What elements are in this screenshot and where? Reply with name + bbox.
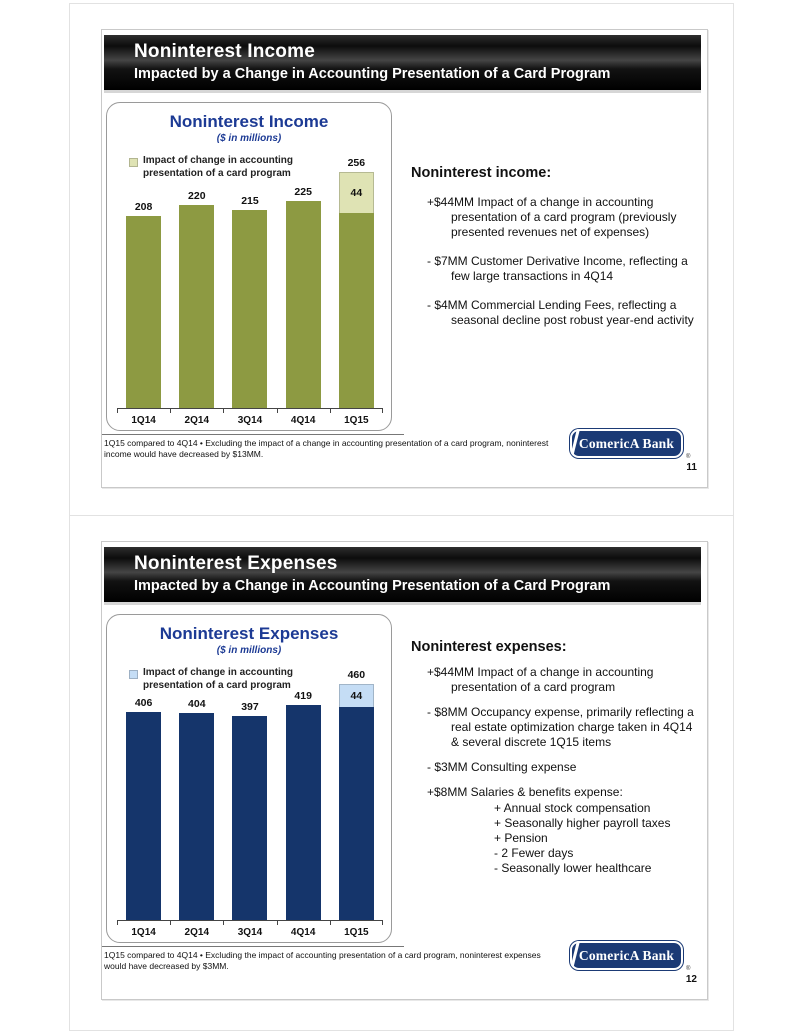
bar-segment-base [285, 705, 321, 920]
bar-segment-base [338, 212, 374, 408]
bar-segment-base [338, 706, 374, 920]
bar-2q14: 220 [170, 103, 223, 408]
x-axis-label-4q14: 4Q14 [276, 409, 330, 426]
bar-segment-base [179, 205, 215, 408]
bar-plot: 406 404 397 419 460 44 [117, 615, 383, 920]
bar-1q14: 406 [117, 615, 170, 920]
registered-trademark-icon: ® [686, 454, 691, 460]
slide-title: Noninterest Income [134, 41, 315, 62]
bar-segment-base [179, 712, 215, 920]
x-axis-label-1q14: 1Q14 [117, 921, 170, 938]
slide-noninterest-income: Noninterest Income Impacted by a Change … [101, 29, 708, 488]
x-axis-label-3q14: 3Q14 [223, 921, 276, 938]
chart-subtitle: ($ in millions) [216, 133, 282, 144]
footnote: 1Q15 compared to 4Q14 • Excluding the im… [104, 950, 541, 972]
bar-value-label: 406 [134, 696, 153, 709]
bar-1q14: 208 [117, 103, 170, 408]
x-axis-label-3q14: 3Q14 [223, 409, 276, 426]
page-2: Noninterest Expenses Impacted by a Chang… [69, 515, 734, 1031]
bar-segment-base [285, 200, 321, 408]
chart-legend: Impact of change in accounting presentat… [129, 667, 329, 692]
logo-text: ComericA Bank [578, 435, 675, 451]
chart-title: Noninterest Expenses [159, 624, 339, 643]
note-bullet: - $7MM Customer Derivative Income, refle… [427, 254, 688, 283]
note-bullet-text: +$8MM Salaries & benefits expense: [427, 785, 623, 799]
footnote-divider [102, 434, 404, 435]
page-1: Noninterest Income Impacted by a Change … [69, 3, 734, 516]
x-axis-label-4q14: 4Q14 [276, 921, 330, 938]
bar-value-label: 220 [188, 190, 206, 203]
bar-value-label: 397 [241, 701, 259, 714]
note-subitem: + Pension [494, 831, 548, 845]
page-number: 11 [686, 462, 697, 473]
note-subitems: + Annual stock compensation + Seasonally… [451, 801, 699, 876]
note-bullet: - $3MM Consulting expense [427, 760, 577, 774]
slide-header: Noninterest Income Impacted by a Change … [104, 35, 701, 93]
bar-segment-base [232, 716, 268, 920]
notes-column: Noninterest expenses: +$44MM Impact of a… [411, 639, 699, 886]
note-bullet: +$44MM Impact of a change in accounting … [427, 665, 654, 694]
chart-panel-income: Noninterest Income ($ in millions) Impac… [106, 102, 392, 431]
legend-label: Impact of change in accounting presentat… [143, 155, 294, 179]
bar-value-label: 225 [294, 185, 312, 198]
bar-value-label: 460 [347, 669, 366, 682]
page-number: 12 [685, 974, 697, 985]
bar-segment-card-program: 44 [338, 172, 374, 213]
notes-heading: Noninterest expenses: [411, 639, 567, 655]
slide-noninterest-expenses: Noninterest Expenses Impacted by a Chang… [101, 541, 708, 1000]
bar-3q14: 215 [223, 103, 276, 408]
footnote-divider [102, 946, 404, 947]
logo-text: ComericA Bank [578, 947, 675, 963]
bar-segment-base [126, 711, 162, 920]
bar-value-label: 419 [294, 690, 312, 703]
note-bullet: +$8MM Salaries & benefits expense: + Ann… [411, 785, 699, 876]
x-axis-label-2q14: 2Q14 [170, 409, 223, 426]
note-bullet: - $4MM Commercial Lending Fees, reflecti… [427, 298, 694, 327]
note-bullet: +$44MM Impact of a change in accounting … [427, 195, 677, 239]
x-axis-label-1q15: 1Q15 [329, 409, 383, 426]
bar-value-label: 404 [188, 697, 206, 710]
note-subitem: - 2 Fewer days [494, 846, 574, 860]
bar-1q15: 256 44 [330, 103, 383, 408]
bar-segment-base [126, 216, 162, 408]
footnote: 1Q15 compared to 4Q14 • Excluding the im… [104, 438, 549, 460]
chart-title: Noninterest Income [169, 112, 329, 131]
x-axis-label-1q14: 1Q14 [117, 409, 170, 426]
x-axis-label-1q15: 1Q15 [329, 921, 383, 938]
registered-trademark-icon: ® [686, 966, 691, 972]
bar-value-label: 208 [134, 201, 153, 214]
note-bullet: - $8MM Occupancy expense, primarily refl… [427, 705, 694, 749]
bar-segment-card-program: 44 [338, 684, 374, 707]
slide-header: Noninterest Expenses Impacted by a Chang… [104, 547, 701, 605]
x-axis: 1Q14 2Q14 3Q14 4Q14 1Q15 [117, 408, 383, 426]
chart-panel-expenses: Noninterest Expenses ($ in millions) Imp… [106, 614, 392, 943]
bar-value-label: 256 [347, 157, 366, 169]
legend-swatch-icon [129, 158, 138, 167]
bar-1q15: 460 44 [330, 615, 383, 920]
bar-3q14: 397 [223, 615, 276, 920]
slide-subtitle: Impacted by a Change in Accounting Prese… [134, 578, 611, 594]
slide-title: Noninterest Expenses [134, 553, 338, 574]
x-axis-label-2q14: 2Q14 [170, 921, 223, 938]
note-subitem: + Seasonally higher payroll taxes [494, 816, 671, 830]
note-subitem: - Seasonally lower healthcare [494, 861, 652, 875]
bar-value-label: 215 [241, 194, 259, 207]
notes-column: Noninterest income: +$44MM Impact of a c… [411, 165, 699, 342]
bar-4q14: 419 [277, 615, 330, 920]
chart-legend: Impact of change in accounting presentat… [129, 155, 329, 180]
legend-label: Impact of change in accounting presentat… [143, 667, 294, 691]
bar-segment-base [232, 209, 268, 408]
bar-2q14: 404 [170, 615, 223, 920]
slide-subtitle: Impacted by a Change in Accounting Prese… [134, 66, 611, 82]
comerica-bank-logo: ComericA Bank [570, 941, 683, 970]
x-axis: 1Q14 2Q14 3Q14 4Q14 1Q15 [117, 920, 383, 938]
bar-plot: 208 220 215 225 256 44 [117, 103, 383, 408]
bar-4q14: 225 [277, 103, 330, 408]
legend-swatch-icon [129, 670, 138, 679]
chart-subtitle: ($ in millions) [216, 645, 282, 656]
comerica-bank-logo: ComericA Bank [570, 429, 683, 458]
notes-heading: Noninterest income: [411, 165, 552, 181]
note-subitem: + Annual stock compensation [494, 801, 651, 815]
